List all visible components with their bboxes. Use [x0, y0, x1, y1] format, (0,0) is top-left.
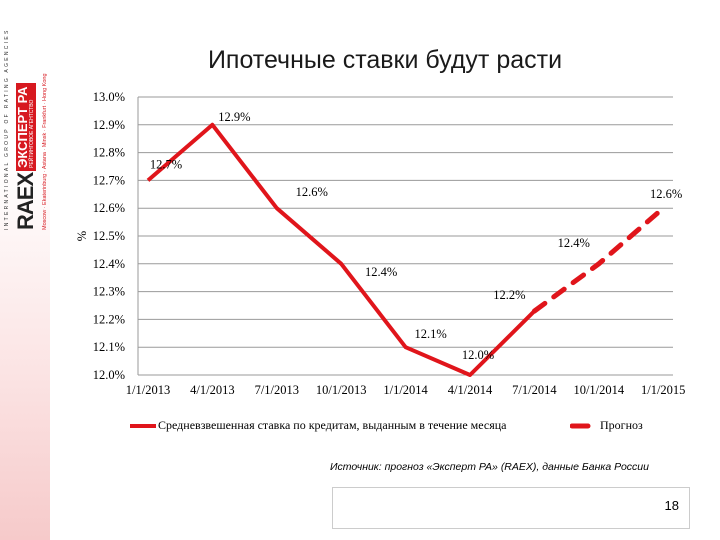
legend-label-forecast: Прогноз [600, 418, 643, 432]
page-number: 18 [664, 498, 679, 513]
x-tick-label: 4/1/2013 [190, 383, 234, 397]
x-tick-label: 10/1/2014 [573, 383, 624, 397]
legend-item-actual: Средневзвешенная ставка по кредитам, выд… [130, 418, 507, 433]
x-tick-label: 4/1/2014 [448, 383, 493, 397]
y-tick-label: 12.7% [93, 173, 125, 187]
x-tick-label: 7/1/2014 [512, 383, 557, 397]
y-tick-label: 12.8% [93, 146, 125, 160]
legend-label-actual: Средневзвешенная ставка по кредитам, выд… [158, 418, 507, 432]
footer-box: 18 [332, 487, 690, 529]
legend-dashed-swatch [570, 423, 591, 428]
data-label: 12.2% [493, 288, 525, 302]
data-label: 12.9% [218, 110, 250, 124]
y-tick-label: 12.3% [93, 285, 125, 299]
data-label: 12.4% [558, 236, 590, 250]
y-tick-label: 12.6% [93, 201, 125, 215]
x-tick-label: 1/1/2015 [641, 383, 685, 397]
source-note: Источник: прогноз «Эксперт РА» (RAEX), д… [330, 461, 649, 473]
x-tick-label: 1/1/2013 [126, 383, 170, 397]
data-label: 12.6% [650, 187, 682, 201]
x-tick-label: 7/1/2013 [255, 383, 299, 397]
legend-solid-swatch [130, 423, 156, 428]
data-label: 12.0% [462, 348, 494, 362]
data-label: 12.4% [365, 265, 397, 279]
y-tick-label: 12.0% [93, 368, 125, 382]
y-tick-label: 13.0% [93, 90, 125, 104]
forecast-series-line [531, 205, 666, 314]
y-tick-label: 12.5% [93, 229, 125, 243]
data-label: 12.1% [414, 327, 446, 341]
x-tick-label: 1/1/2014 [383, 383, 428, 397]
y-tick-label: 12.1% [93, 340, 125, 354]
y-axis-label: % [75, 231, 89, 241]
actual-series-line [146, 122, 536, 377]
x-tick-label: 10/1/2013 [316, 383, 367, 397]
y-tick-label: 12.9% [93, 118, 125, 132]
legend-item-forecast: Прогноз [570, 418, 643, 433]
slide-title: Ипотечные ставки будут расти [207, 46, 563, 74]
y-tick-label: 12.4% [93, 257, 125, 271]
data-label: 12.7% [150, 157, 182, 171]
data-label: 12.6% [296, 185, 328, 199]
y-tick-label: 12.2% [93, 312, 125, 326]
